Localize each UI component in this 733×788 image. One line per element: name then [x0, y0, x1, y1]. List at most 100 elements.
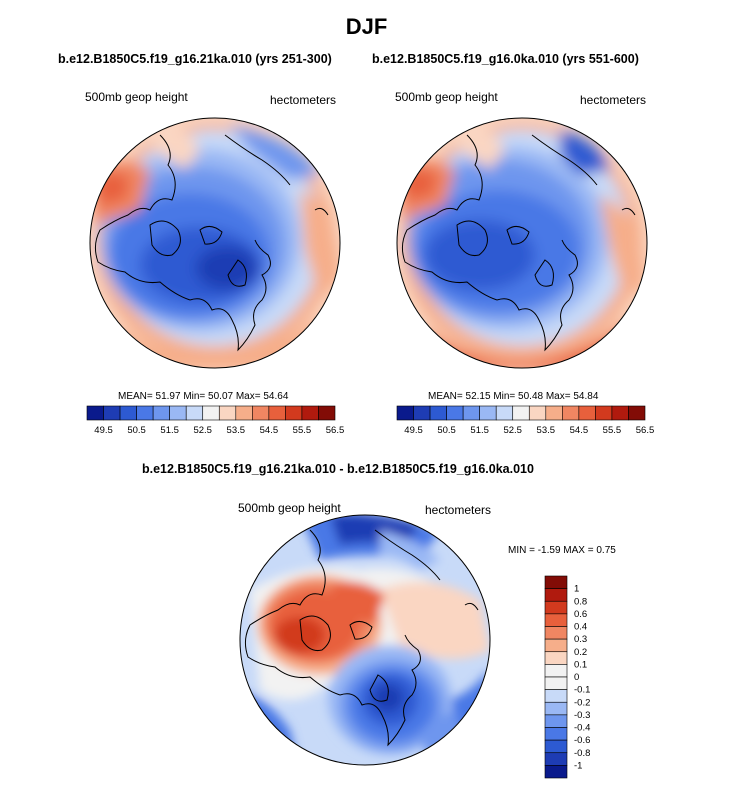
difference-colorbar: 10.8 0.6 0.40.3 0.20.1 0 -0.1-0.2 -0.3 -0.4-0.6…	[544, 575, 590, 779]
right-colorbar-swatch	[446, 405, 464, 421]
right-colorbar-swatch	[628, 405, 646, 421]
right-panel-title: b.e12.B1850C5.f19_g16.0ka.010 (yrs 551-6…	[372, 52, 639, 66]
difference-panel-variable-label: 500mb geop height	[238, 501, 341, 515]
left-colorbar-swatch	[119, 405, 137, 421]
difference-colorbar-tick-label: -0.8	[574, 748, 590, 759]
left-colorbar-swatch	[136, 405, 154, 421]
right-colorbar: 49.5 50.5 51.5 52.5 53.5 54.5 55.5 56.5	[396, 405, 655, 436]
difference-colorbar-swatch	[544, 676, 568, 690]
left-colorbar-tick-label: 53.5	[227, 425, 246, 436]
right-colorbar-swatch	[462, 405, 480, 421]
right-colorbar-swatch	[562, 405, 580, 421]
difference-colorbar-swatch	[544, 600, 568, 615]
left-colorbar-tick-label: 56.5	[326, 425, 345, 436]
left-colorbar-swatch	[103, 405, 121, 421]
right-colorbar-tick-label: 54.5	[570, 425, 589, 436]
right-colorbar-swatch	[578, 405, 596, 421]
difference-colorbar-tick-label: 1	[574, 584, 579, 595]
right-colorbar-tick-label: 53.5	[537, 425, 556, 436]
difference-colorbar-tick-label: 0.4	[574, 622, 587, 633]
difference-colorbar-swatch	[544, 727, 568, 741]
difference-colorbar-swatch	[544, 626, 568, 640]
left-colorbar-tick-label: 50.5	[127, 425, 146, 436]
right-panel-stats: MEAN= 52.15 Min= 50.48 Max= 54.84	[428, 391, 599, 402]
difference-panel-title: b.e12.B1850C5.f19_g16.21ka.010 - b.e12.B…	[142, 462, 534, 476]
right-panel-variable-label: 500mb geop height	[395, 90, 498, 104]
left-panel-stats: MEAN= 51.97 Min= 50.07 Max= 54.64	[118, 391, 289, 402]
left-colorbar-swatch	[202, 405, 220, 421]
right-colorbar-tick-label: 55.5	[603, 425, 622, 436]
right-colorbar-tick-label: 51.5	[470, 425, 489, 436]
left-colorbar-tick-label: 51.5	[160, 425, 179, 436]
difference-colorbar-swatch	[544, 765, 568, 779]
left-colorbar-swatch	[285, 405, 303, 421]
difference-colorbar-swatch	[544, 588, 568, 602]
right-colorbar-swatch	[545, 405, 563, 421]
right-colorbar-swatch	[595, 405, 613, 421]
difference-colorbar-tick-label: 0.1	[574, 659, 587, 670]
difference-colorbar-tick-label: -0.4	[574, 723, 590, 734]
difference-colorbar-tick-label: 0.2	[574, 647, 587, 658]
right-panel-units-label: hectometers	[580, 93, 647, 107]
left-colorbar-swatch	[252, 405, 270, 421]
left-colorbar-tick-label: 49.5	[94, 425, 113, 436]
difference-colorbar-swatch	[544, 752, 568, 766]
right-colorbar-tick-label: 49.5	[404, 425, 423, 436]
right-colorbar-tick-label: 52.5	[503, 425, 522, 436]
difference-colorbar-tick-label: -0.6	[574, 735, 590, 746]
left-colorbar-swatch	[86, 405, 104, 421]
right-colorbar-swatch	[479, 405, 497, 421]
figure-title: DJF	[345, 14, 388, 39]
difference-polar-map	[239, 514, 491, 766]
right-polar-map	[396, 117, 648, 369]
difference-colorbar-swatch	[544, 714, 568, 728]
left-colorbar-swatch	[185, 405, 204, 421]
difference-colorbar-swatch	[544, 651, 568, 665]
left-colorbar-tick-label: 54.5	[260, 425, 279, 436]
difference-panel-units-label: hectometers	[425, 503, 492, 517]
left-colorbar: 49.5 50.5 51.5 52.5 53.5 54.5 55.5 56.5	[86, 405, 345, 436]
difference-colorbar-swatch	[544, 613, 568, 627]
right-colorbar-tick-label: 56.5	[636, 425, 655, 436]
right-colorbar-swatch	[429, 405, 447, 421]
left-colorbar-tick-label: 55.5	[293, 425, 312, 436]
left-colorbar-swatch	[301, 405, 319, 421]
difference-colorbar-swatch	[544, 638, 568, 653]
difference-colorbar-tick-label: -1	[574, 760, 582, 771]
right-coastlines	[401, 134, 636, 352]
difference-colorbar-tick-label: 0.3	[574, 634, 587, 645]
difference-colorbar-tick-label: 0	[574, 672, 579, 683]
left-colorbar-swatch	[152, 405, 170, 421]
difference-colorbar-swatch	[544, 739, 568, 754]
right-colorbar-swatch	[512, 405, 530, 421]
right-colorbar-swatch	[396, 405, 414, 421]
difference-colorbar-swatch	[544, 689, 568, 703]
difference-colorbar-tick-label: -0.2	[574, 697, 590, 708]
left-colorbar-swatch	[169, 405, 187, 421]
left-colorbar-swatch	[235, 405, 253, 421]
left-colorbar-swatch	[268, 405, 286, 421]
difference-colorbar-tick-label: 0.8	[574, 596, 587, 607]
left-panel-units-label: hectometers	[270, 93, 337, 107]
left-colorbar-swatch	[318, 405, 336, 421]
difference-coastlines	[244, 529, 479, 747]
right-colorbar-swatch	[528, 405, 547, 421]
left-panel-variable-label: 500mb geop height	[85, 90, 188, 104]
difference-panel-minmax: MIN = -1.59 MAX = 0.75	[508, 545, 616, 556]
right-colorbar-swatch	[413, 405, 431, 421]
left-panel-title: b.e12.B1850C5.f19_g16.21ka.010 (yrs 251-…	[58, 52, 332, 66]
left-polar-map	[89, 117, 341, 369]
right-colorbar-tick-label: 50.5	[437, 425, 456, 436]
difference-colorbar-tick-label: -0.3	[574, 710, 590, 721]
right-colorbar-swatch	[495, 405, 514, 421]
left-colorbar-swatch	[218, 405, 237, 421]
difference-colorbar-tick-label: -0.1	[574, 685, 590, 696]
difference-colorbar-swatch	[544, 664, 568, 678]
difference-colorbar-tick-label: 0.6	[574, 609, 587, 620]
difference-colorbar-swatch	[544, 575, 568, 589]
left-colorbar-tick-label: 52.5	[193, 425, 212, 436]
left-coastlines	[94, 134, 329, 352]
difference-colorbar-swatch	[544, 701, 568, 716]
right-colorbar-swatch	[611, 405, 629, 421]
